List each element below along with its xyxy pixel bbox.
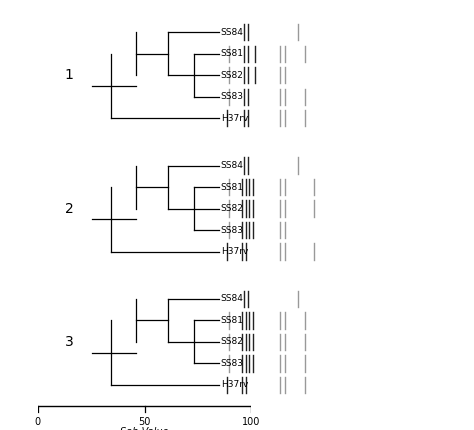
Text: SS84: SS84 xyxy=(221,295,244,303)
Text: SS83: SS83 xyxy=(221,359,244,368)
Text: H37rv: H37rv xyxy=(221,247,248,256)
Text: 0: 0 xyxy=(35,417,41,427)
Text: SS82: SS82 xyxy=(221,204,244,213)
Text: Sab Value: Sab Value xyxy=(120,427,169,430)
Text: SS83: SS83 xyxy=(221,226,244,234)
Text: SS81: SS81 xyxy=(221,49,244,58)
Text: SS82: SS82 xyxy=(221,71,244,80)
Text: 2: 2 xyxy=(64,202,73,215)
Text: SS81: SS81 xyxy=(221,183,244,191)
Text: SS81: SS81 xyxy=(221,316,244,325)
Text: 100: 100 xyxy=(242,417,260,427)
Text: SS83: SS83 xyxy=(221,92,244,101)
Text: H37rv: H37rv xyxy=(221,381,248,389)
Text: H37rv: H37rv xyxy=(221,114,248,123)
Text: SS82: SS82 xyxy=(221,338,244,346)
Text: SS84: SS84 xyxy=(221,161,244,170)
Text: 1: 1 xyxy=(64,68,73,82)
Text: 50: 50 xyxy=(138,417,151,427)
Text: 3: 3 xyxy=(64,335,73,349)
Text: SS84: SS84 xyxy=(221,28,244,37)
